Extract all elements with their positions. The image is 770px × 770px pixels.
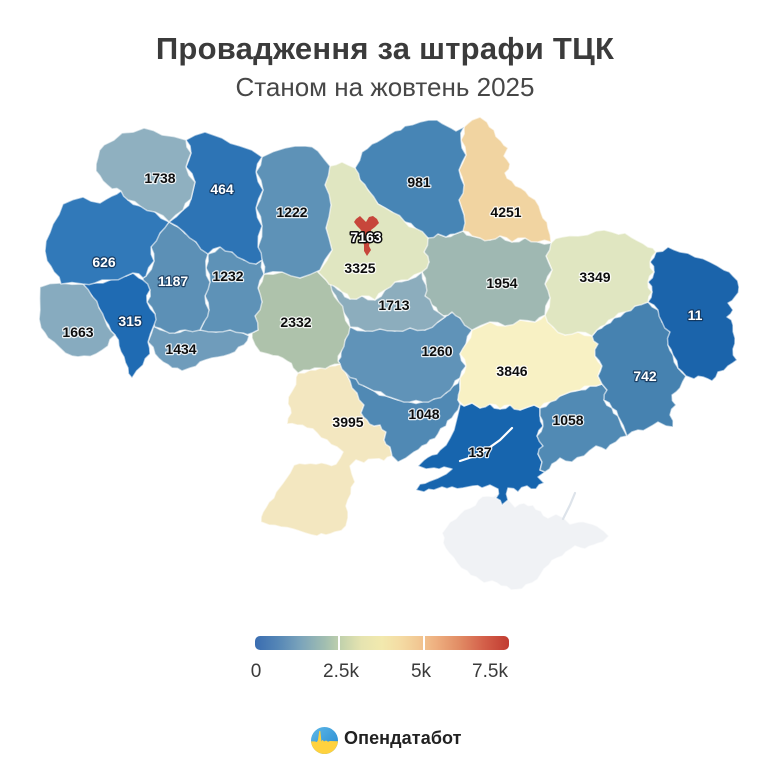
svg-text:742: 742 (633, 368, 657, 384)
svg-text:137: 137 (468, 444, 492, 460)
svg-text:3846: 3846 (496, 363, 527, 379)
svg-text:464: 464 (210, 181, 234, 197)
svg-text:3325: 3325 (344, 260, 375, 276)
svg-text:7163: 7163 (350, 229, 381, 245)
svg-text:1058: 1058 (552, 412, 583, 428)
svg-text:315: 315 (118, 313, 142, 329)
svg-text:626: 626 (92, 254, 116, 270)
svg-text:2332: 2332 (280, 314, 311, 330)
svg-text:1187: 1187 (158, 273, 189, 289)
svg-text:1738: 1738 (144, 170, 175, 186)
svg-text:1663: 1663 (62, 324, 93, 340)
svg-text:4251: 4251 (490, 204, 521, 220)
svg-text:3349: 3349 (579, 269, 610, 285)
svg-text:1713: 1713 (378, 297, 409, 313)
svg-text:11: 11 (688, 307, 703, 323)
svg-text:1954: 1954 (486, 275, 517, 291)
svg-text:3995: 3995 (332, 414, 363, 430)
svg-text:1048: 1048 (408, 406, 439, 422)
svg-text:981: 981 (407, 174, 431, 190)
svg-text:1232: 1232 (212, 268, 243, 284)
svg-text:1434: 1434 (165, 341, 196, 357)
svg-text:1260: 1260 (421, 343, 452, 359)
svg-text:1222: 1222 (276, 204, 307, 220)
